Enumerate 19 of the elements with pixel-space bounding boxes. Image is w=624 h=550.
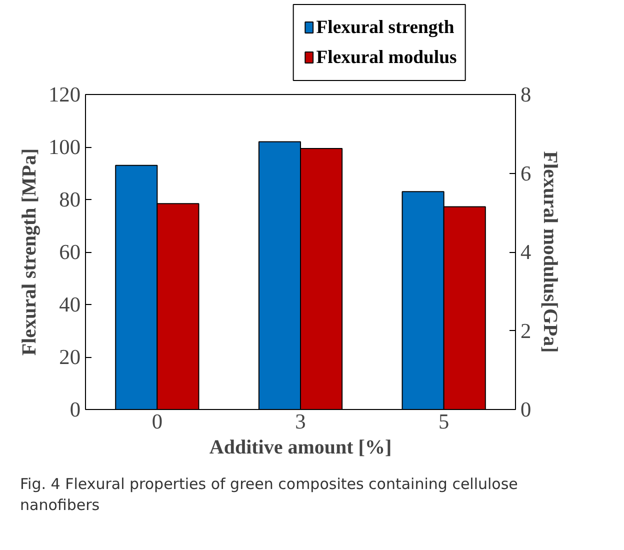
y-tick-label: 40 xyxy=(59,292,80,316)
y-axis-title: Flexural strength [MPa] xyxy=(18,148,41,356)
x-tick-label: 3 xyxy=(295,410,306,434)
y2-tick-label: 2 xyxy=(520,318,532,343)
y-tick-label: 20 xyxy=(59,345,80,369)
y-tick-label: 80 xyxy=(59,188,80,212)
y-tick-label: 120 xyxy=(48,82,81,106)
caption: Fig. 4 Flexural properties of green composites containing cellulose nanofibers xyxy=(20,474,519,516)
legend-label: Flexural strength xyxy=(316,17,455,38)
x-tick-label: 0 xyxy=(152,410,163,434)
x-axis-title: Additive amount [%] xyxy=(209,436,392,458)
y2-tick-label: 4 xyxy=(520,240,532,264)
y2-axis-title: Flexural modulus[GPa] xyxy=(539,151,562,353)
y-tick-label: 100 xyxy=(48,135,81,159)
y2-tick-label: 8 xyxy=(520,82,532,106)
legend-label: Flexural modulus xyxy=(316,47,457,68)
y2-tick-label: 6 xyxy=(520,161,532,186)
x-tick-label: 5 xyxy=(438,410,450,434)
y-tick-label: 60 xyxy=(59,240,80,264)
